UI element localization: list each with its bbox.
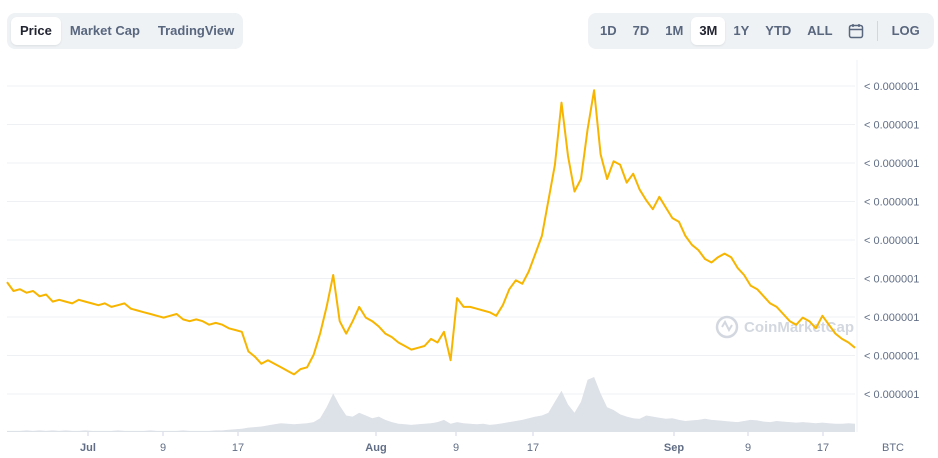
time-range-tabs: 1D 7D 1M 3M 1Y YTD ALL LOG [588, 13, 934, 49]
log-scale-toggle[interactable]: LOG [891, 23, 920, 38]
y-tick-label: < 0.000001 [864, 312, 919, 324]
range-1y-button[interactable]: 1Y [733, 23, 750, 38]
x-tick-label: 9 [160, 442, 166, 454]
range-all-button[interactable]: ALL [807, 23, 833, 38]
x-tick-label: Sep [664, 442, 684, 454]
watermark-text: CoinMarketCap [744, 319, 854, 336]
x-tick-label: 9 [453, 442, 459, 454]
tab-price[interactable]: Price [11, 17, 61, 45]
y-tick-label: < 0.000001 [864, 351, 919, 363]
price-line [6, 89, 856, 376]
calendar-icon [848, 24, 863, 39]
y-tick-label: < 0.000001 [864, 235, 919, 247]
date-range-button[interactable] [841, 17, 871, 45]
range-1d-button[interactable]: 1D [600, 23, 617, 38]
x-tick-label: 17 [527, 442, 539, 454]
y-tick-label: < 0.000001 [864, 389, 919, 401]
x-tick-label: Jul [80, 442, 96, 454]
range-3m-button[interactable]: 3M [691, 17, 726, 45]
x-axis: Jul 9 17 Aug 9 17 Sep 9 17 [80, 432, 829, 454]
y-tick-label: < 0.000001 [864, 158, 919, 170]
coinmarketcap-watermark: CoinMarketCap [715, 315, 854, 339]
range-1m-button[interactable]: 1M [665, 23, 684, 38]
x-tick-label: Aug [365, 442, 386, 454]
toolbar-divider [876, 21, 878, 41]
y-axis: < 0.000001 < 0.000001 < 0.000001 < 0.000001… [864, 81, 919, 401]
y-tick-label: < 0.000001 [864, 197, 919, 209]
range-ytd-button[interactable]: YTD [765, 23, 792, 38]
currency-label: BTC [882, 442, 904, 454]
tab-tradingview[interactable]: TradingView [157, 23, 235, 38]
x-tick-label: 9 [745, 442, 751, 454]
y-tick-label: < 0.000001 [864, 274, 919, 286]
range-7d-button[interactable]: 7D [632, 23, 650, 38]
chart-view-tabs: Price Market Cap TradingView [7, 13, 243, 49]
x-tick-label: 17 [232, 442, 244, 454]
volume-area [7, 377, 855, 432]
y-tick-label: < 0.000001 [864, 81, 919, 93]
chart-gridlines [7, 60, 858, 432]
y-tick-label: < 0.000001 [864, 120, 919, 132]
tab-market-cap[interactable]: Market Cap [69, 23, 140, 38]
x-tick-label: 17 [817, 442, 829, 454]
